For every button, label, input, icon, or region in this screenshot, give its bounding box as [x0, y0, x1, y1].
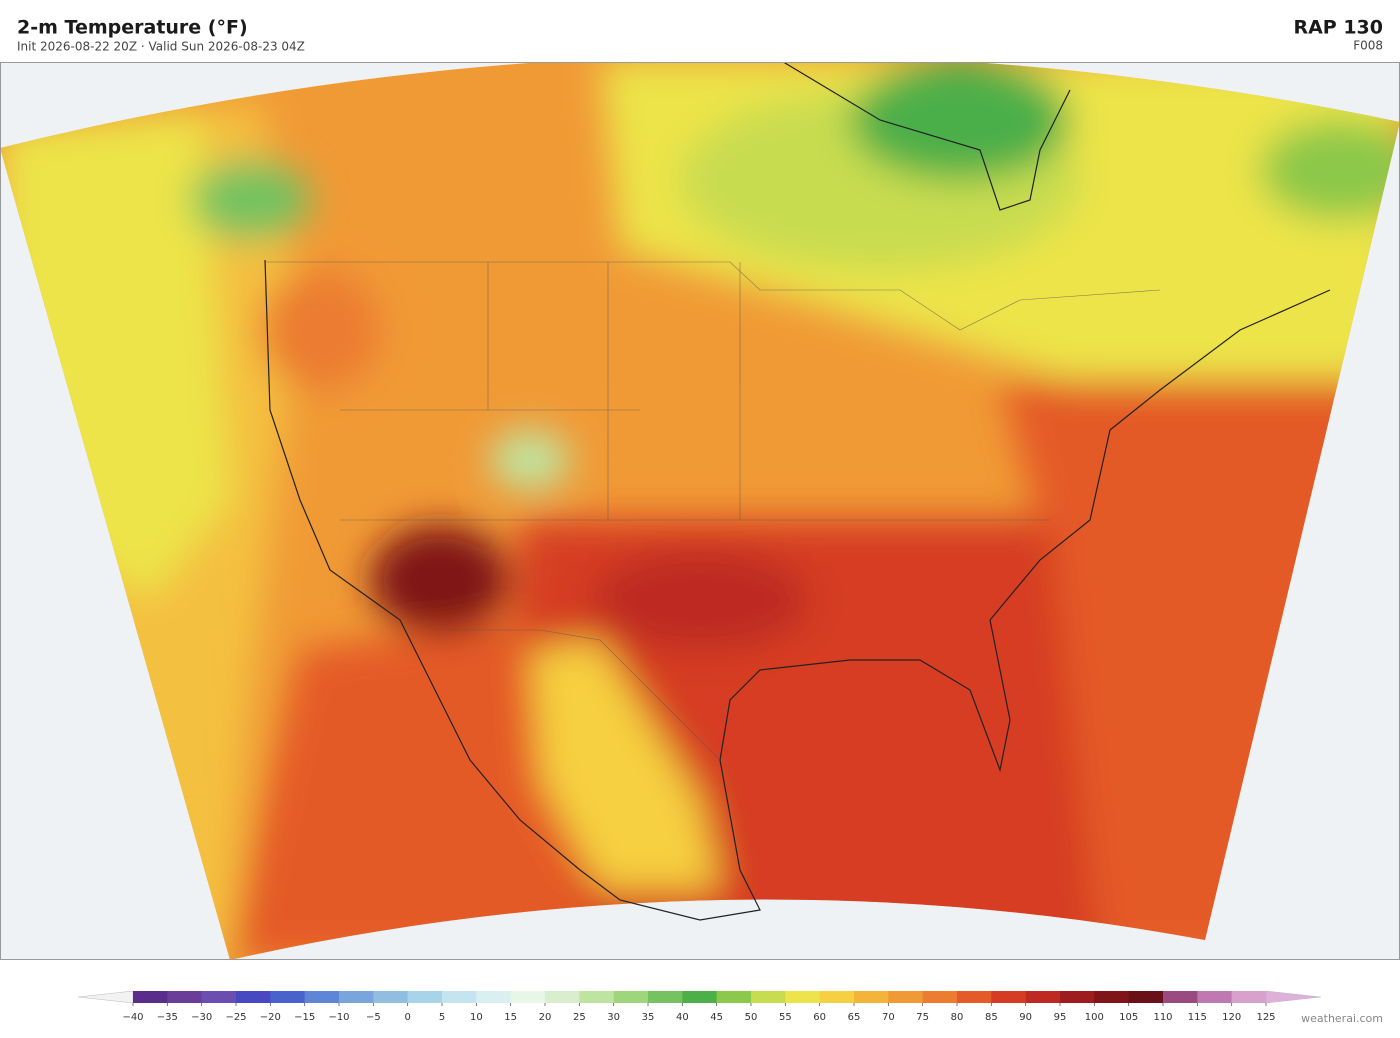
colorbar-tick-label: −35	[157, 1012, 178, 1023]
colorbar-tick-label: 40	[676, 1012, 689, 1023]
colorbar-segment	[407, 991, 443, 1003]
colorbar-segment	[648, 991, 683, 1003]
colorbar-tick-label: 35	[642, 1012, 655, 1023]
colorbar-segment	[957, 991, 992, 1003]
colorbar-segment	[442, 991, 477, 1003]
colorbar-tick-label: 85	[985, 1012, 998, 1023]
colorbar-tick-label: 10	[470, 1012, 483, 1023]
colorbar-segment	[1025, 991, 1061, 1003]
colorbar-tick-label: 60	[813, 1012, 826, 1023]
colorbar-segment	[270, 991, 305, 1003]
colorbar-segment	[716, 991, 752, 1003]
colorbar-segment	[613, 991, 649, 1003]
colorbar-segment	[682, 991, 717, 1003]
colorbar-tick-label: 80	[951, 1012, 964, 1023]
colorbar-tick-label: 50	[745, 1012, 758, 1023]
colorbar-segment	[785, 991, 820, 1003]
colorbar-tick-label: 55	[779, 1012, 792, 1023]
colorbar-segment	[236, 991, 271, 1003]
colorbar-tick-label: −15	[294, 1012, 315, 1023]
colorbar-tick-label: 45	[710, 1012, 723, 1023]
colorbar-tick-label: 120	[1222, 1012, 1241, 1023]
colorbar-tick-label: 100	[1085, 1012, 1104, 1023]
colorbar-segment	[545, 991, 580, 1003]
colorbar-segment	[991, 991, 1026, 1003]
colorbar-tick-label: 65	[848, 1012, 861, 1023]
subtitle: Init 2026-08-22 20Z · Valid Sun 2026-08-…	[17, 40, 305, 54]
colorbar-segment	[1060, 991, 1095, 1003]
colorbar-tick-label: 5	[439, 1012, 445, 1023]
colorbar-tick-label: 20	[539, 1012, 552, 1023]
colorbar-tick-label: 125	[1256, 1012, 1275, 1023]
colorbar-tick-label: 70	[882, 1012, 895, 1023]
colorbar-tick-label: −20	[260, 1012, 281, 1023]
colorbar-segment	[510, 991, 546, 1003]
colorbar-tick-label: −25	[225, 1012, 246, 1023]
coastlines	[264, 62, 1331, 921]
colorbar-segment	[476, 991, 511, 1003]
colorbar-segment	[133, 991, 168, 1003]
colorbar-segment	[888, 991, 923, 1003]
temperature-field	[0, 62, 1400, 960]
colorbar-tick-label: 110	[1153, 1012, 1172, 1023]
colorbar-segment	[751, 991, 786, 1003]
colorbar-tick-label: −30	[191, 1012, 212, 1023]
model-name: RAP 130	[1293, 17, 1383, 39]
colorbar-tick-label: 75	[916, 1012, 929, 1023]
colorbar-segment	[201, 991, 237, 1003]
colorbar-segment	[167, 991, 202, 1003]
colorbar-segment	[373, 991, 408, 1003]
borders	[265, 261, 1161, 761]
forecast-hour: F008	[1353, 39, 1383, 53]
colorbar-segment	[1163, 991, 1198, 1003]
watermark: weatherai.com	[1301, 1012, 1383, 1025]
title: 2-m Temperature (°F)	[17, 17, 248, 39]
colorbar-segment	[339, 991, 374, 1003]
colorbar-segment	[304, 991, 340, 1003]
colorbar-segment	[1197, 991, 1232, 1003]
colorbar-segment	[854, 991, 889, 1003]
colorbar-segment	[1094, 991, 1129, 1003]
colorbar: −40 −35 −30 −25 −20 −15 −10 −5 0 5 10 15 20 25 30 35 40 4…	[78, 990, 1321, 1023]
colorbar-tick-label: −10	[328, 1012, 349, 1023]
colorbar-tick-label: 15	[504, 1012, 517, 1023]
colorbar-segment	[819, 991, 855, 1003]
colorbar-tick-label: 25	[573, 1012, 586, 1023]
colorbar-segment	[1128, 991, 1164, 1003]
colorbar-tick-label: 30	[607, 1012, 620, 1023]
colorbar-tick-label: 105	[1119, 1012, 1138, 1023]
colorbar-tick-label: −40	[122, 1012, 143, 1023]
colorbar-tick-label: 95	[1054, 1012, 1067, 1023]
colorbar-segment	[922, 991, 958, 1003]
map	[0, 62, 1400, 960]
colorbar-tick-label: 115	[1188, 1012, 1207, 1023]
colorbar-tick-label: 0	[404, 1012, 410, 1023]
colorbar-tick-label: −5	[366, 1012, 381, 1023]
colorbar-segment	[1231, 991, 1267, 1003]
colorbar-segment	[579, 991, 614, 1003]
colorbar-tick-label: 90	[1019, 1012, 1032, 1023]
